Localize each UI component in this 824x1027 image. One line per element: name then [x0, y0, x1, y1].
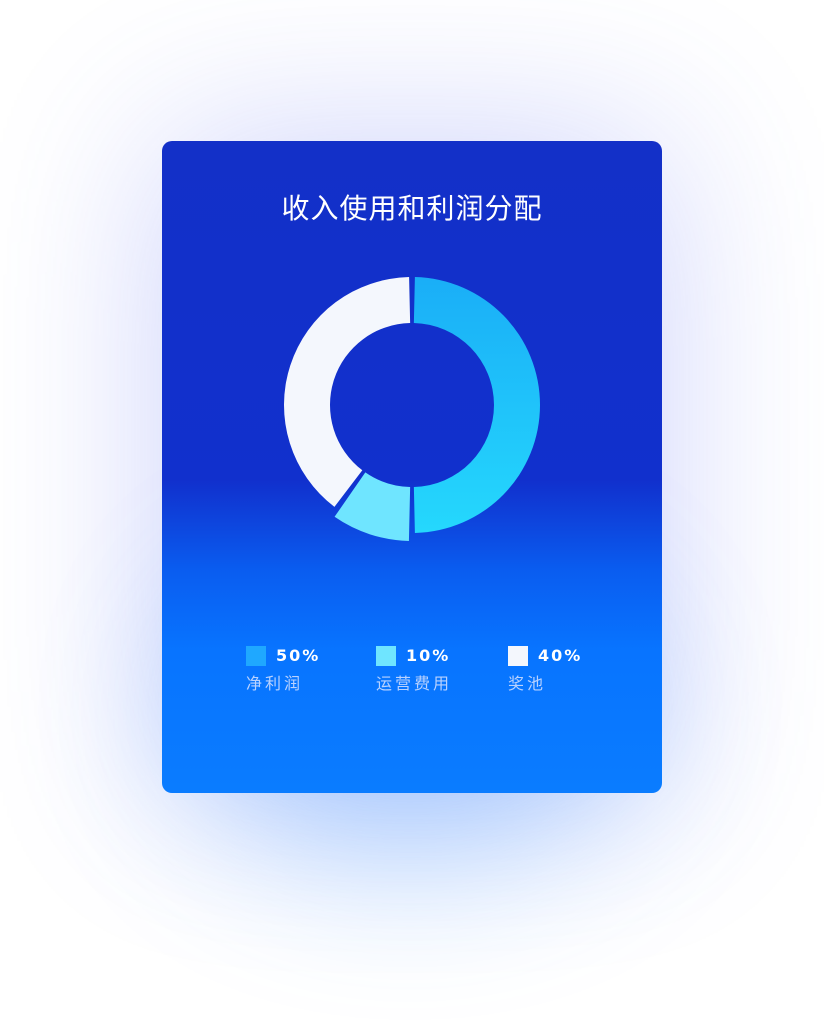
legend-value: 10% — [406, 646, 451, 665]
donut-chart — [283, 277, 540, 541]
legend-swatch — [376, 646, 396, 666]
donut-slice-prize-pool — [283, 277, 411, 507]
legend-swatch — [508, 646, 528, 666]
legend-value: 50% — [276, 646, 321, 665]
legend-item-operating-cost: 10% 运营费用 — [376, 646, 516, 706]
chart-card: 收入使用和利润分配 50% 净利润 10% 运营费用 40% 奖池 — [162, 141, 662, 793]
legend-value: 40% — [538, 646, 583, 665]
legend-item-net-profit: 50% 净利润 — [246, 646, 386, 706]
legend-label: 运营费用 — [376, 674, 453, 693]
donut-slice-net-profit — [413, 277, 540, 533]
legend-label: 奖池 — [508, 674, 547, 693]
legend-item-prize-pool: 40% 奖池 — [508, 646, 648, 706]
chart-title: 收入使用和利润分配 — [281, 192, 543, 225]
legend-swatch — [246, 646, 266, 666]
donut-slice-operating-cost — [334, 472, 411, 541]
legend-label: 净利润 — [246, 674, 304, 693]
donut-slices — [283, 277, 540, 541]
